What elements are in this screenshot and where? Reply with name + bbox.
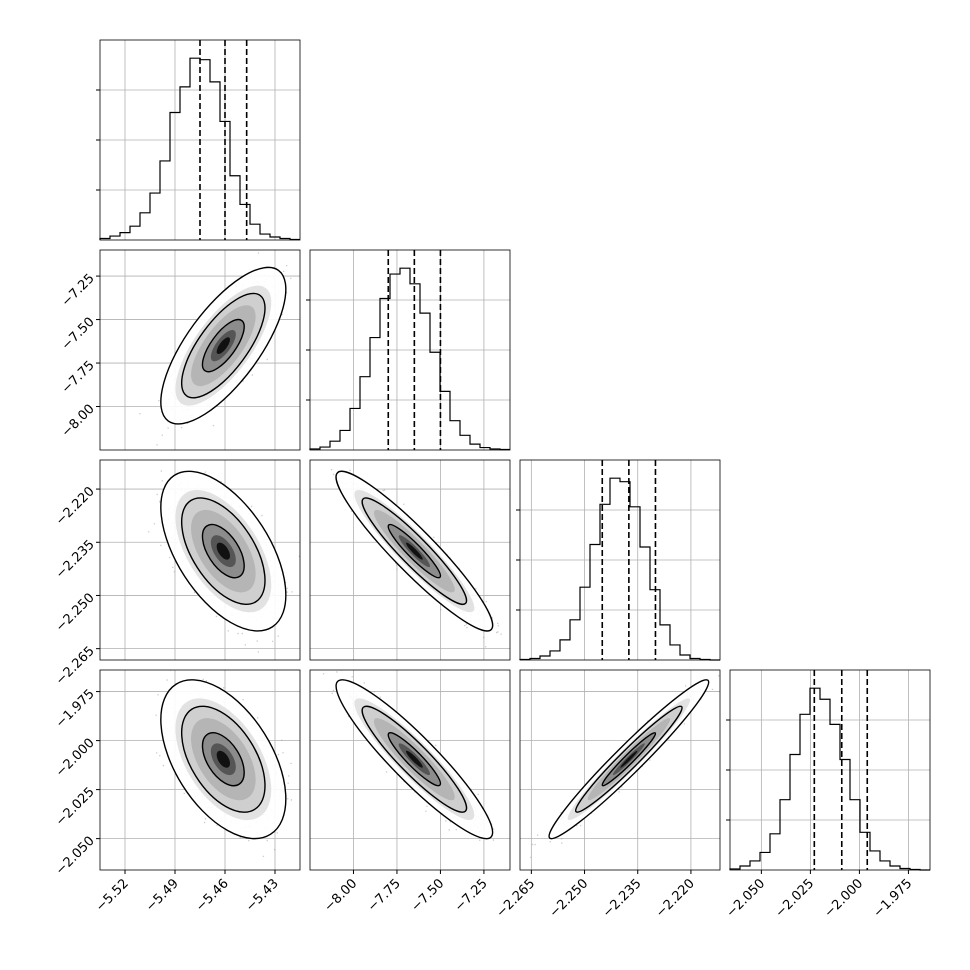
y-tick-label: −7.75 [59,358,98,397]
panel-3-1 [148,470,300,653]
density-peak [216,542,230,560]
x-tick-label: −2.250 [547,876,592,921]
y-tick-label: −2.050 [53,834,98,879]
y-tick-label: −2.220 [53,484,98,529]
panel-grid [520,460,720,660]
density-peak [406,750,423,768]
y-tick-label: −2.025 [53,785,98,830]
x-tick-label: −7.50 [408,876,447,915]
panel-2-1 [139,252,292,446]
x-tick-label: −5.46 [193,876,232,915]
panel-frame [99,249,301,451]
y-tick-label: −7.50 [59,315,98,354]
histogram-3 [519,477,720,661]
x-tick-label: −7.25 [452,876,491,915]
density-peak [216,337,231,354]
y-tick-label: −8.00 [59,402,98,441]
panel-frame [519,669,721,871]
y-tick-label: −2.000 [53,736,98,781]
panel-frame [99,669,301,871]
histogram-4 [729,687,930,871]
density-peak [620,750,638,768]
y-tick-label: −7.25 [59,271,98,310]
y-tick-label: −2.265 [53,644,98,689]
x-tick-label: −2.000 [822,876,867,921]
y-tick-label: −2.235 [53,537,98,582]
histogram-2 [309,267,510,451]
x-tick-label: −2.235 [600,876,645,921]
x-tick-label: −5.52 [93,876,132,915]
x-tick-label: −2.050 [724,876,769,921]
x-tick-label: −2.265 [494,876,539,921]
x-tick-label: −5.43 [243,876,282,915]
x-tick-label: −2.025 [773,876,818,921]
panel-frame [309,459,511,661]
panel-grid [310,250,510,450]
y-tick-label: −1.975 [53,687,98,732]
x-tick-label: −7.75 [365,876,404,915]
panel-4-3 [530,675,720,858]
density-peak [406,542,423,560]
panel-frame [309,669,511,871]
x-tick-label: −1.975 [871,876,916,921]
panel-3-2 [330,469,502,648]
panel-4-2 [322,670,495,841]
x-tick-label: −2.220 [653,876,698,921]
x-tick-label: −5.49 [143,876,182,915]
x-tick-label: −8.00 [322,876,361,915]
y-tick-label: −2.250 [53,591,98,636]
panel-frame [99,459,301,661]
panel-4-1 [155,670,292,857]
